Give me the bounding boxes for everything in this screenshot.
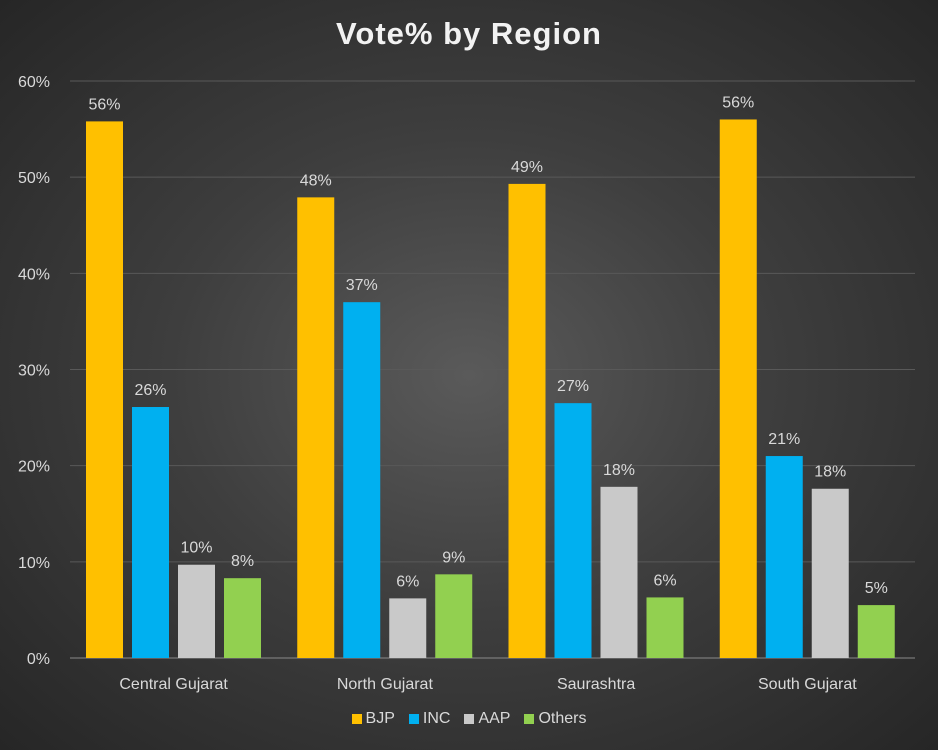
legend: BJP INC AAP Others (0, 710, 938, 728)
legend-item: AAP (464, 710, 510, 728)
bar-aap (811, 488, 849, 658)
data-label: 37% (346, 277, 378, 294)
bar-others (224, 578, 261, 658)
legend-swatch (408, 714, 419, 724)
data-label: 21% (768, 431, 800, 448)
legend-label: BJP (365, 710, 395, 727)
bar-inc (343, 302, 381, 658)
data-label: 6% (653, 572, 676, 589)
y-tick-label: 20% (18, 459, 50, 476)
legend-item: Others (524, 710, 586, 728)
data-label: 6% (396, 573, 419, 590)
x-tick-label: Central Gujarat (119, 676, 228, 693)
bar-inc (765, 456, 803, 658)
legend-swatch (351, 714, 362, 724)
data-label: 49% (511, 159, 543, 176)
bar-aap (600, 486, 638, 658)
y-tick-label: 40% (18, 266, 50, 283)
y-tick-label: 50% (18, 170, 50, 187)
bar-aap (389, 598, 427, 658)
legend-swatch (464, 714, 475, 724)
x-tick-label: Saurashtra (557, 676, 635, 693)
bar-others (646, 597, 684, 658)
data-label: 56% (722, 94, 754, 111)
data-label: 18% (814, 464, 846, 481)
data-label: 18% (603, 462, 635, 479)
chart-title: Vote% by Region (336, 16, 602, 51)
x-tick-label: North Gujarat (337, 676, 434, 693)
y-tick-label: 0% (27, 651, 50, 668)
y-tick-label: 30% (18, 363, 50, 380)
legend-item: BJP (351, 710, 395, 728)
bar-bjp (86, 121, 123, 658)
data-label: 9% (442, 549, 465, 566)
data-label: 10% (180, 540, 212, 557)
x-tick-label: South Gujarat (758, 676, 857, 693)
legend-swatch (524, 714, 535, 724)
bar-aap (178, 564, 215, 658)
data-label: 26% (134, 382, 166, 399)
data-label: 48% (300, 172, 332, 189)
data-label: 5% (865, 580, 888, 597)
bar-bjp (719, 119, 757, 658)
y-tick-label: 60% (18, 74, 50, 91)
bar-others (857, 605, 895, 658)
legend-label: Others (538, 710, 587, 727)
bar-bjp (297, 197, 335, 658)
bar-bjp (508, 183, 546, 659)
bar-inc (132, 407, 169, 658)
bar-others (435, 574, 473, 658)
data-label: 27% (557, 378, 589, 395)
bar-inc (554, 403, 592, 658)
legend-label: AAP (478, 710, 511, 727)
data-label: 8% (231, 553, 254, 570)
y-tick-label: 10% (18, 555, 50, 572)
legend-item: INC (408, 710, 451, 728)
data-label: 56% (88, 96, 120, 113)
legend-label: INC (422, 710, 451, 727)
